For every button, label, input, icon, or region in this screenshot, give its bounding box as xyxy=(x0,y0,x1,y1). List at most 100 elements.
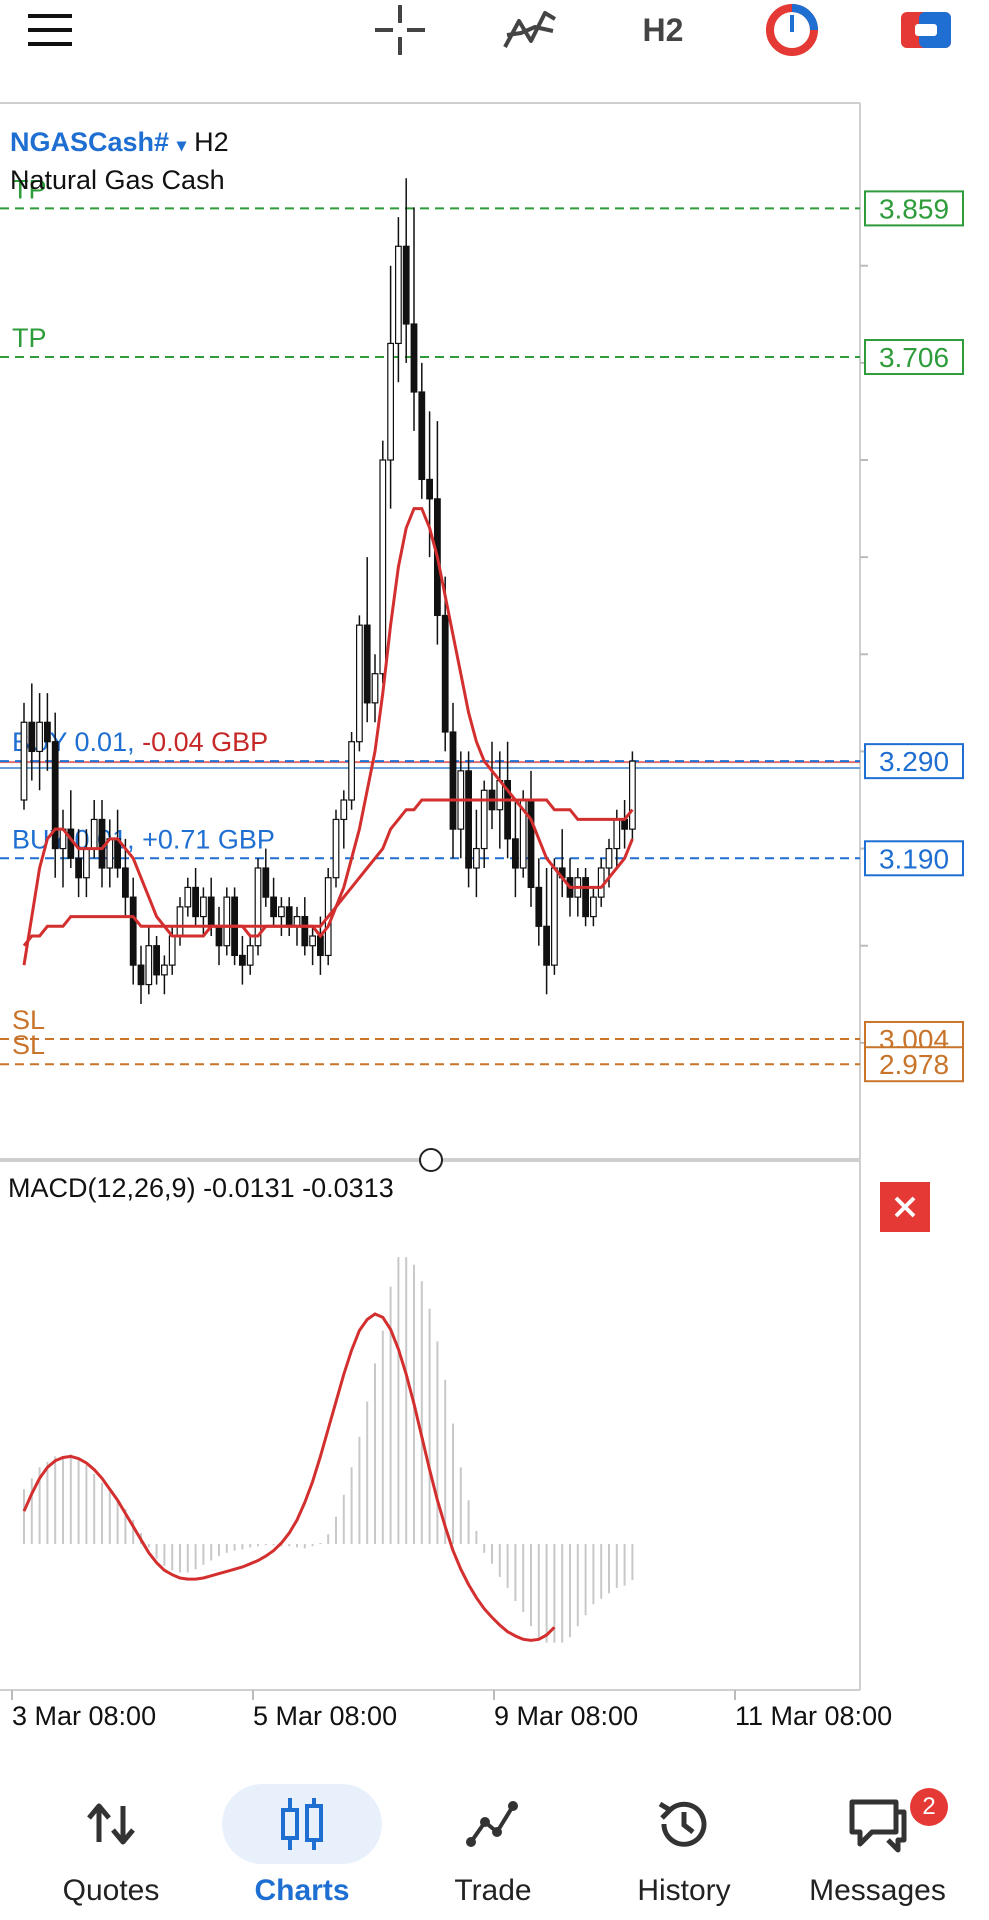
candle xyxy=(418,362,426,499)
candle xyxy=(387,265,394,509)
candle xyxy=(239,936,246,985)
candle xyxy=(379,440,387,684)
candle xyxy=(480,780,488,868)
nav-quotes[interactable]: Quotes xyxy=(16,1770,206,1920)
moving-averages xyxy=(22,507,634,966)
candle xyxy=(223,887,231,956)
clock-ring-icon[interactable] xyxy=(760,0,824,60)
nav-trade[interactable]: Trade xyxy=(398,1770,588,1920)
macd-pane[interactable]: MACD(12,26,9) -0.0131 -0.0313 xyxy=(8,1173,930,1643)
nav-messages[interactable]: 2 Messages xyxy=(780,1770,975,1920)
candle xyxy=(371,654,379,723)
candle xyxy=(262,848,270,907)
macd-signal-line xyxy=(22,1312,556,1642)
candle xyxy=(356,615,363,752)
crosshair-icon[interactable] xyxy=(368,0,432,60)
bottom-navigation: Quotes Charts Trade History xyxy=(0,1770,989,1920)
close-icon xyxy=(894,1196,916,1218)
position-label-1[interactable]: BUY 0.01, -0.04 GBP xyxy=(12,727,268,757)
candle xyxy=(246,936,254,975)
stop-loss-4-price: 2.978 xyxy=(879,1049,949,1080)
candle xyxy=(67,790,75,868)
stop-loss-4-price-box xyxy=(864,1046,964,1083)
stop-loss-4-label: SL xyxy=(12,1030,45,1060)
take-profit-2-label: TP xyxy=(12,323,47,353)
candle xyxy=(449,702,457,859)
candle xyxy=(519,790,527,878)
candle xyxy=(488,741,496,830)
candle xyxy=(348,732,355,810)
candle xyxy=(145,926,153,995)
position-price-2: 3.190 xyxy=(879,843,949,874)
nav-quotes-label: Quotes xyxy=(62,1874,160,1907)
macd-label: MACD(12,26,9) -0.0131 -0.0313 xyxy=(8,1173,394,1203)
one-click-trade-icon[interactable] xyxy=(894,0,958,60)
candle xyxy=(161,955,168,995)
candle xyxy=(574,868,582,917)
nav-charts[interactable]: Charts xyxy=(207,1770,397,1920)
candle xyxy=(527,770,535,907)
candle xyxy=(129,877,137,985)
candle xyxy=(176,897,184,946)
nav-history-label: History xyxy=(637,1874,731,1907)
candle xyxy=(621,800,628,849)
charts-candles-icon xyxy=(281,1798,323,1850)
candle xyxy=(184,877,192,917)
pane-resize-handle[interactable] xyxy=(419,1148,443,1172)
position-price-1: 3.290 xyxy=(879,746,949,777)
hamburger-menu-icon[interactable] xyxy=(18,0,82,60)
candle xyxy=(473,809,480,898)
nav-charts-label: Charts xyxy=(254,1874,350,1907)
candle xyxy=(98,800,106,888)
symbol-label[interactable]: NGASCash# ▾ H2 xyxy=(10,127,229,157)
candle xyxy=(511,800,519,898)
candle xyxy=(309,926,316,966)
candle xyxy=(200,887,207,936)
candle xyxy=(395,217,402,383)
candle xyxy=(535,858,543,946)
candle xyxy=(278,897,285,936)
indicators-icon[interactable] xyxy=(496,0,564,60)
candle xyxy=(121,838,129,917)
timeframe-label: H2 xyxy=(642,11,684,48)
macd-close-button[interactable] xyxy=(880,1182,930,1232)
candle xyxy=(465,751,472,888)
candle xyxy=(254,858,262,956)
time-tick-label: 11 Mar 08:00 xyxy=(735,1701,892,1731)
nav-history[interactable]: History xyxy=(589,1770,779,1920)
time-tick-label: 3 Mar 08:00 xyxy=(12,1701,156,1731)
candle xyxy=(137,945,145,1004)
candle xyxy=(51,712,59,878)
candle xyxy=(410,207,418,431)
stop-loss-3-label: SL xyxy=(12,1005,45,1035)
macd-histogram xyxy=(23,1257,634,1643)
candle xyxy=(340,790,348,849)
active-tab-highlight xyxy=(222,1784,382,1864)
quotes-arrows-icon xyxy=(87,1803,135,1845)
candle xyxy=(332,809,340,888)
nav-messages-label: Messages xyxy=(809,1874,946,1907)
candle xyxy=(28,683,36,781)
candle xyxy=(363,557,371,723)
symbol-description: Natural Gas Cash xyxy=(10,165,225,195)
take-profit-2-price: 3.706 xyxy=(879,342,949,373)
position-price-box-1 xyxy=(864,743,964,780)
candle xyxy=(59,809,67,888)
timeframe-button[interactable]: H2 xyxy=(630,0,696,60)
messages-chat-icon xyxy=(849,1799,906,1853)
trade-line-icon xyxy=(466,1801,518,1847)
candle xyxy=(215,906,223,966)
candle xyxy=(285,897,293,936)
candle xyxy=(402,178,410,363)
candle xyxy=(543,868,550,995)
messages-badge: 2 xyxy=(910,1788,948,1826)
moving-average-line-1 xyxy=(22,507,634,966)
candles xyxy=(20,178,636,1004)
candle xyxy=(192,868,200,927)
position-label-2[interactable]: BUY 0.01, +0.71 GBP xyxy=(12,824,275,854)
candle xyxy=(558,829,566,898)
take-profit-1-price-box xyxy=(864,190,964,227)
candle xyxy=(550,858,558,975)
